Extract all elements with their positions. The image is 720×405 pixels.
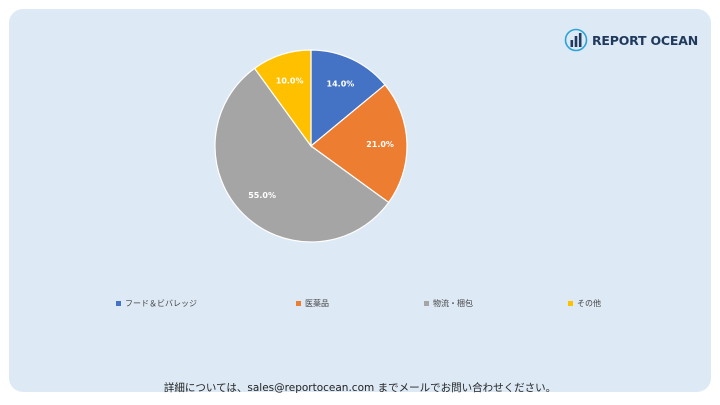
bar-chart-globe-icon [564, 28, 588, 52]
pie-slice [310, 83, 408, 204]
legend-label: その他 [577, 299, 601, 308]
legend-label: 物流・梱包 [433, 299, 473, 308]
pie-data-label: 10.0% [276, 76, 304, 85]
pie-data-label: 21.0% [366, 140, 394, 149]
legend-swatch [296, 301, 301, 306]
legend-item: その他 [568, 298, 601, 309]
report-ocean-logo: REPORT OCEAN [564, 27, 698, 53]
pie-data-label: 14.0% [327, 79, 355, 88]
pie-data-label: 55.0% [248, 191, 276, 200]
pie-slice [214, 67, 390, 243]
pie-slice [310, 49, 386, 148]
legend-label: フード＆ビバレッジ [125, 299, 197, 308]
footer-contact-text: 詳細については、sales@reportocean.com までメールでお問い合… [163, 382, 557, 394]
legend-label: 医薬品 [305, 299, 329, 308]
brand-name: REPORT OCEAN [592, 32, 698, 48]
pie-slice [253, 49, 312, 148]
legend-swatch [568, 301, 573, 306]
chart-legend: フード＆ビバレッジ 医薬品 物流・梱包 その他 [0, 298, 720, 312]
legend-item: 物流・梱包 [424, 298, 473, 309]
legend-swatch [116, 301, 121, 306]
legend-item: フード＆ビバレッジ [116, 298, 197, 309]
legend-swatch [424, 301, 429, 306]
legend-item: 医薬品 [296, 298, 329, 309]
